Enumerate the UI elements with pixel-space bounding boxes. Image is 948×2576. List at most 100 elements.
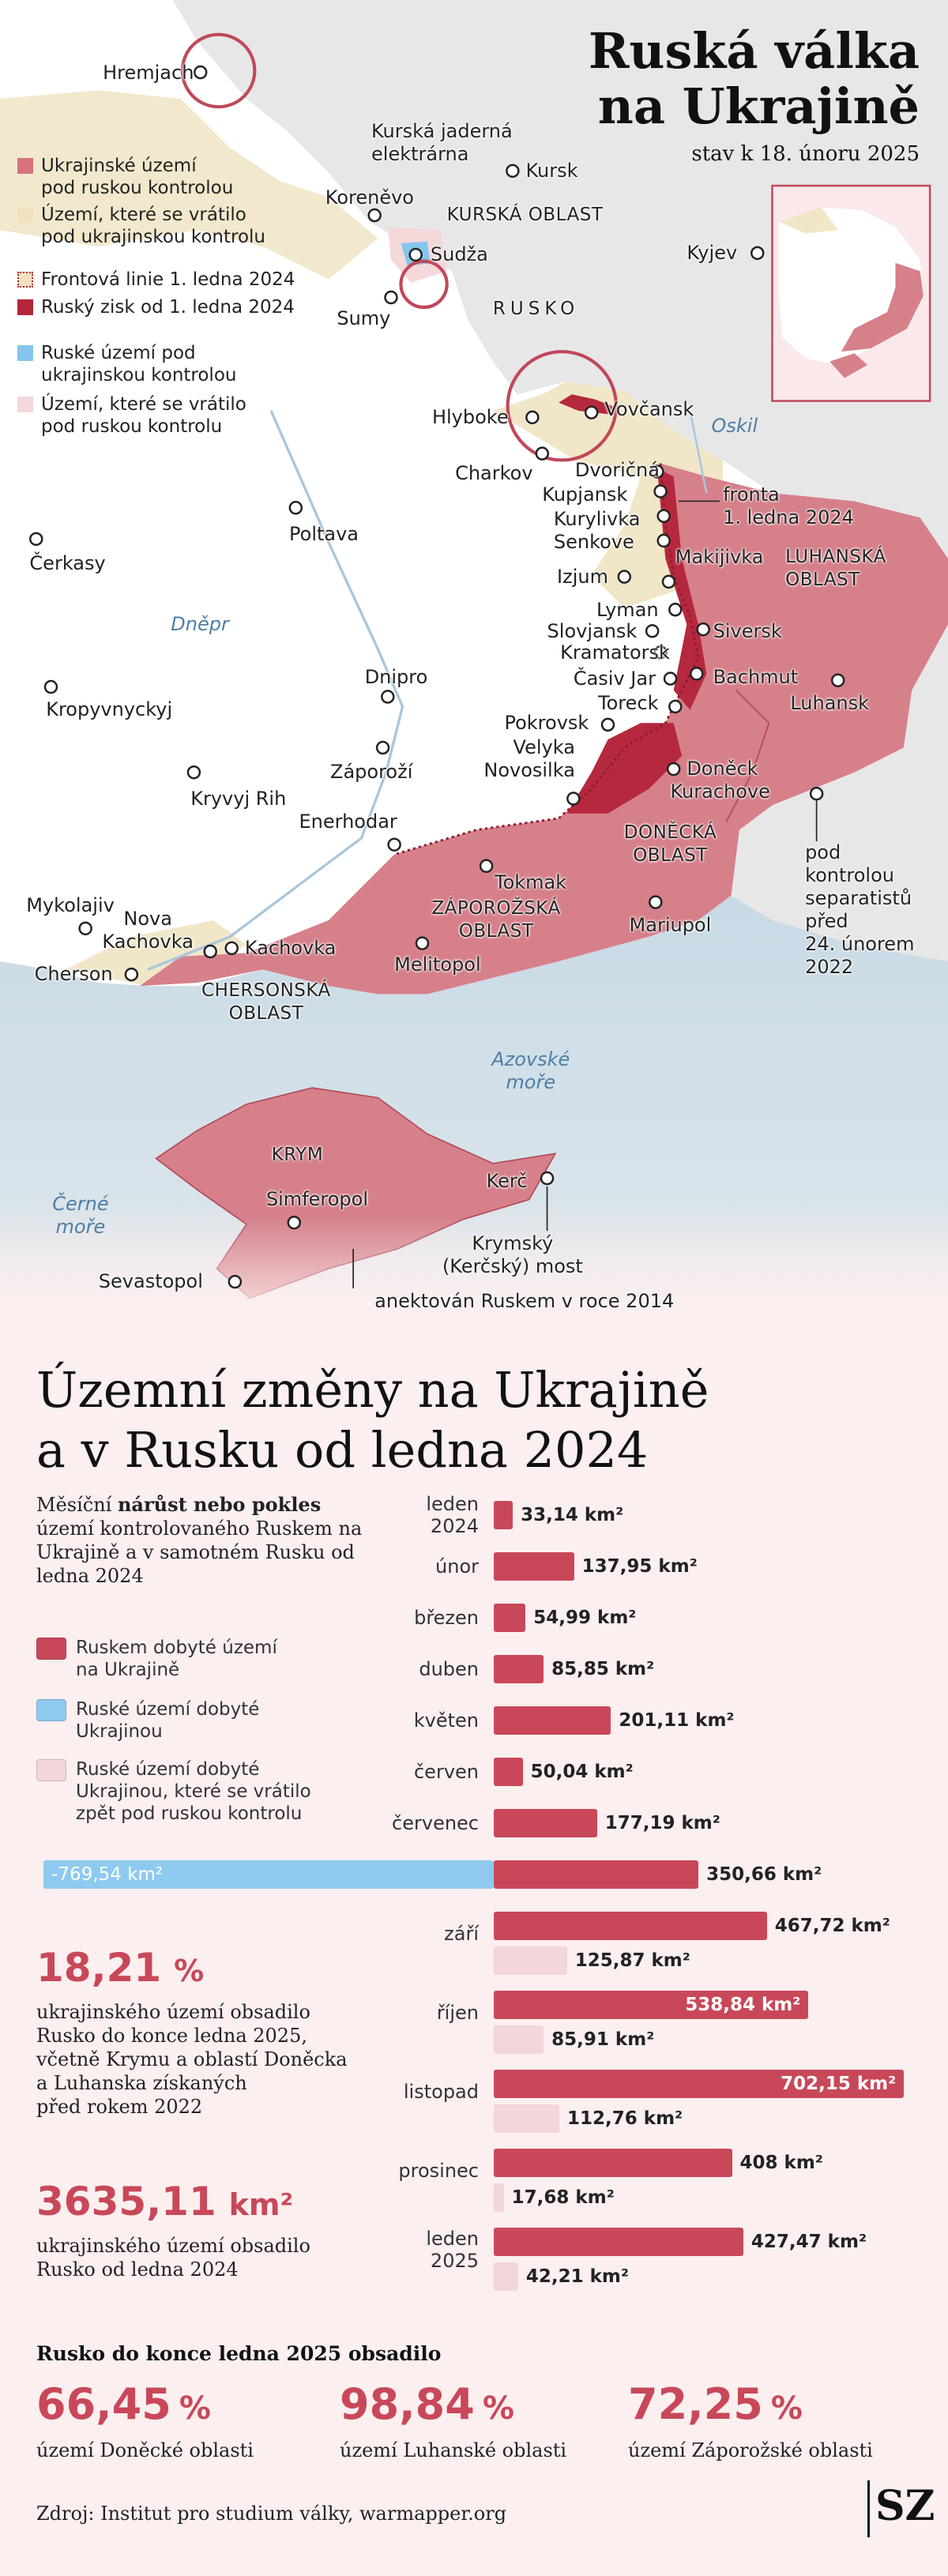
- city-dot: [668, 699, 683, 714]
- city-dot: [29, 532, 43, 547]
- map-label: Nova Kachovka: [102, 907, 194, 953]
- value-label: 50,04 km²: [530, 1762, 634, 1782]
- map-label: Slovjansk: [547, 619, 638, 642]
- map-label: ZÁPOROŽSKÁ OBLAST: [431, 898, 561, 942]
- x-tick-label: květen: [413, 1709, 479, 1732]
- value-label: -769,54 km²: [51, 1864, 164, 1885]
- city-dot: [408, 247, 423, 262]
- city-dot: [653, 484, 668, 498]
- map-label: Doněck: [687, 758, 758, 780]
- city-dot: [666, 762, 681, 777]
- city-dot: [617, 570, 632, 584]
- city-dot: [367, 208, 382, 223]
- bar: [493, 1655, 544, 1683]
- value-label: 42,21 km²: [525, 2266, 629, 2287]
- summary-text: území Doněcké oblasti: [36, 2439, 254, 2461]
- map-label: Krymský (Kerčský) most: [442, 1232, 583, 1278]
- map-label: Čerkasy: [29, 552, 106, 575]
- map-label: Enerhodar: [299, 810, 397, 833]
- legend-label: Frontová linie 1. ledna 2024: [41, 269, 295, 290]
- highlight-circle: [180, 32, 257, 109]
- summary-title: Rusko do konce ledna 2025 obsadilo: [36, 2342, 442, 2365]
- legend-label: Území, které se vrátilo pod ruskou kontr…: [41, 393, 246, 437]
- summary-unit: %: [482, 2390, 514, 2427]
- stat-text: ukrajinského území obsadilo Rusko do kon…: [36, 2001, 348, 2118]
- map-label: Mariupol: [629, 913, 712, 936]
- city-dot: [668, 603, 683, 617]
- map-label: Pokrovsk: [504, 712, 589, 735]
- city-dot: [193, 65, 208, 80]
- liberated-area: [0, 90, 378, 280]
- city-dot: [375, 740, 390, 755]
- value-label: 54,99 km²: [533, 1608, 637, 1628]
- russian-gain: [656, 468, 707, 710]
- city-dot: [645, 624, 660, 638]
- map-label: KRYM: [271, 1145, 324, 1166]
- city-dot: [566, 792, 581, 806]
- city-dot: [535, 446, 550, 461]
- summary-value: 66,45: [36, 2379, 171, 2429]
- summary-stat: 66,45%: [36, 2379, 211, 2429]
- city-dot: [663, 671, 678, 686]
- x-tick-label: březen: [414, 1607, 479, 1629]
- legend-swatch: [36, 1638, 66, 1660]
- value-label: 427,47 km²: [750, 2232, 867, 2252]
- map-label: Sumy: [337, 307, 391, 330]
- map-label: Časiv Jar: [573, 667, 656, 690]
- bar: [493, 2183, 504, 2212]
- summary-text: území Luhanské oblasti: [340, 2439, 567, 2461]
- map-label: Kerč: [486, 1170, 528, 1193]
- bar: [493, 1991, 809, 2019]
- map-label: Mykolajiv: [26, 893, 115, 916]
- bar: [493, 1809, 597, 1837]
- map-label: anektován Ruskem v roce 2014: [374, 1290, 675, 1313]
- city-dot: [750, 246, 765, 261]
- map-label: Velyka Novosilka: [483, 736, 575, 782]
- map-fade: [0, 1216, 948, 1331]
- map-label: Kupjansk: [542, 483, 628, 506]
- russian-gain: [566, 723, 683, 814]
- value-label: 85,91 km²: [551, 2029, 655, 2050]
- value-label: 137,95 km²: [581, 1556, 698, 1577]
- city-dot: [656, 533, 671, 548]
- map-label: Černé moře: [52, 1193, 109, 1239]
- map-label: Simferopol: [265, 1188, 369, 1211]
- map-label: Azovské moře: [491, 1048, 570, 1094]
- map-label: Kachovka: [244, 937, 337, 959]
- legend-swatch: [36, 1759, 66, 1781]
- logo: SZ: [875, 2482, 935, 2530]
- x-tick-label: duben: [419, 1658, 479, 1680]
- city-dot: [415, 936, 430, 950]
- inset-map: [771, 184, 931, 402]
- value-label: 125,87 km²: [574, 1950, 690, 1971]
- city-dot: [287, 1215, 302, 1230]
- value-label: 408 km²: [739, 2153, 823, 2173]
- city-dot: [186, 765, 201, 780]
- map-label: Kurská jaderná elektrárna: [371, 120, 513, 166]
- map-label: Koreněvo: [325, 186, 414, 209]
- source: Zdroj: Institut pro studium války, warma…: [36, 2503, 507, 2525]
- bar: [493, 1946, 567, 1975]
- stat: 3635,11 km²: [36, 2179, 293, 2224]
- legend-label: Území, které se vrátilo pod ukrajinskou …: [41, 205, 265, 248]
- map-label: Kryvyj Rih: [190, 787, 287, 810]
- city-dot: [830, 673, 845, 687]
- x-tick-label: červen: [413, 1761, 479, 1783]
- city-dot: [124, 967, 139, 982]
- logo-rule: [867, 2480, 870, 2537]
- city-dot: [506, 164, 520, 179]
- intro: Měsíční nárůst nebo pokles území kontrol…: [36, 1493, 384, 1588]
- map-label: Oskil: [711, 414, 758, 437]
- map-label: Siversk: [713, 619, 782, 642]
- city-dot: [78, 921, 92, 936]
- map-label: Melitopol: [394, 953, 481, 976]
- summary-unit: %: [770, 2390, 803, 2427]
- river: [147, 410, 404, 971]
- title: Ruská válka na Ukrajině: [588, 22, 920, 135]
- liberated-area: [66, 919, 246, 987]
- map-label: RUSKO: [492, 298, 580, 319]
- bar: [493, 2149, 732, 2177]
- map-label: Luhansk: [790, 692, 870, 715]
- city-dot: [381, 690, 395, 704]
- map-label: Makijivka: [675, 546, 764, 569]
